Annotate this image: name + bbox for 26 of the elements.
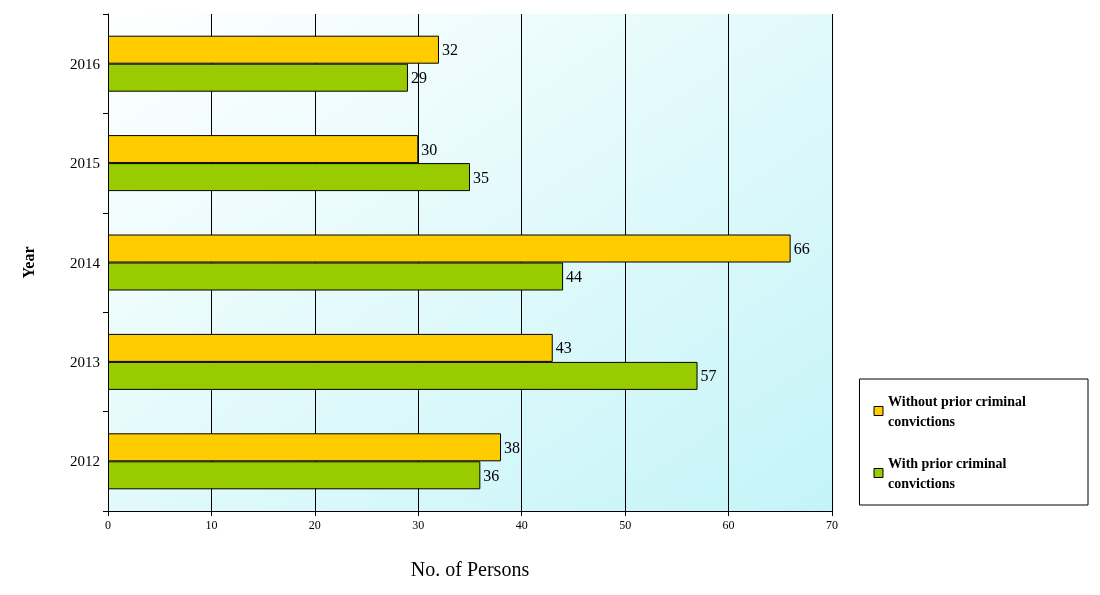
data-label: 57 (700, 367, 717, 385)
x-tick-label: 50 (619, 518, 632, 532)
y-tick-label: 2012 (70, 453, 100, 470)
data-label: 43 (555, 339, 572, 357)
data-label: 38 (504, 438, 521, 456)
y-axis-title: Year (19, 246, 37, 279)
x-tick-label: 30 (412, 518, 425, 532)
legend-label: With prior criminal convictions (888, 455, 1010, 491)
legend-label: Without prior criminal convictions (888, 393, 1030, 429)
y-tick-label: 2015 (70, 155, 100, 172)
data-label: 32 (441, 41, 458, 59)
x-tick-label: 70 (826, 518, 838, 532)
data-label: 44 (566, 268, 583, 285)
y-tick-label: 2016 (70, 55, 101, 72)
x-tick-label: 10 (205, 518, 218, 532)
data-label: 35 (473, 168, 489, 186)
y-tick-label: 2013 (70, 353, 100, 370)
x-tick-label: 60 (722, 518, 735, 532)
y-tick-label: 2014 (70, 254, 101, 271)
data-label: 36 (483, 466, 500, 484)
x-axis-title: No. of Persons (410, 558, 530, 580)
data-label: 30 (421, 140, 438, 158)
x-tick-label: 0 (105, 518, 111, 532)
x-tick-label: 40 (515, 518, 528, 532)
data-label: 66 (793, 240, 810, 257)
x-tick-label: 20 (308, 518, 321, 532)
